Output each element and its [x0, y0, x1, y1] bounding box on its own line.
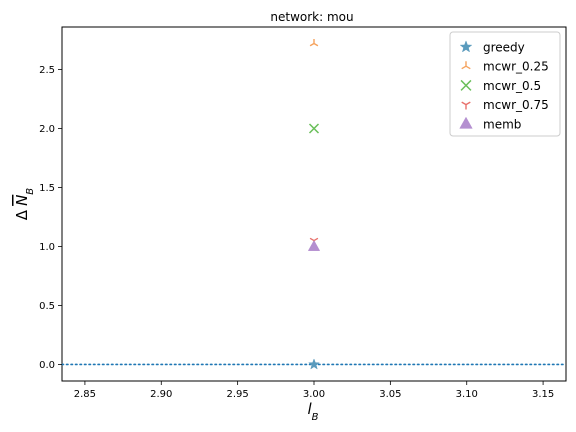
legend-marker-mcwr-0-25 — [461, 61, 471, 70]
x-axis-label: lB — [307, 400, 318, 423]
x-axis-label-main: l — [307, 400, 312, 418]
x-tick-label: 2.90 — [150, 389, 172, 400]
x-tick-label: 2.85 — [74, 389, 96, 400]
y-axis: 0.0 0.5 1.0 1.5 2.0 2.5 — [39, 65, 62, 371]
y-tick-label: 1.0 — [39, 242, 55, 253]
point-mcwr-0-5 — [308, 123, 320, 134]
legend-marker-memb — [459, 116, 473, 129]
y-axis-label: ΔNB — [13, 188, 36, 221]
legend-label-memb: memb — [483, 117, 521, 131]
point-greedy — [308, 358, 320, 370]
point-memb — [307, 239, 321, 251]
legend-marker-greedy — [459, 40, 473, 53]
legend-label-mcwr-0-25: mcwr_0.25 — [483, 60, 549, 74]
y-tick-label: 0.0 — [39, 360, 55, 371]
x-tick-label: 3.00 — [303, 389, 325, 400]
legend-marker-mcwr-0-5 — [460, 79, 472, 91]
legend-box — [449, 31, 561, 137]
x-axis-label-subscript: B — [312, 412, 319, 423]
y-axis-label-subscript: B — [25, 188, 36, 195]
legend-label-mcwr-0-75: mcwr_0.75 — [483, 98, 549, 112]
data-points — [307, 39, 321, 370]
x-tick-label: 3.15 — [532, 389, 554, 400]
y-axis-label-main: N — [13, 195, 31, 206]
x-tick-label: 2.95 — [227, 389, 249, 400]
legend-label-greedy: greedy — [483, 41, 525, 55]
y-tick-label: 2.5 — [39, 65, 55, 76]
point-mcwr-0-25 — [309, 39, 319, 47]
chart-title: network: mou — [270, 10, 353, 24]
legend-label-mcwr-0-5: mcwr_0.5 — [483, 79, 541, 93]
x-axis: 2.85 2.90 2.95 3.00 3.05 3.10 3.15 — [74, 381, 554, 400]
x-tick-label: 3.10 — [456, 389, 478, 400]
x-tick-label: 3.05 — [379, 389, 401, 400]
y-axis-label-delta: Δ — [13, 209, 31, 220]
y-tick-label: 0.5 — [39, 301, 55, 312]
y-tick-label: 1.5 — [39, 183, 55, 194]
y-tick-label: 2.0 — [39, 124, 55, 135]
legend-marker-mcwr-0-75 — [461, 101, 471, 110]
